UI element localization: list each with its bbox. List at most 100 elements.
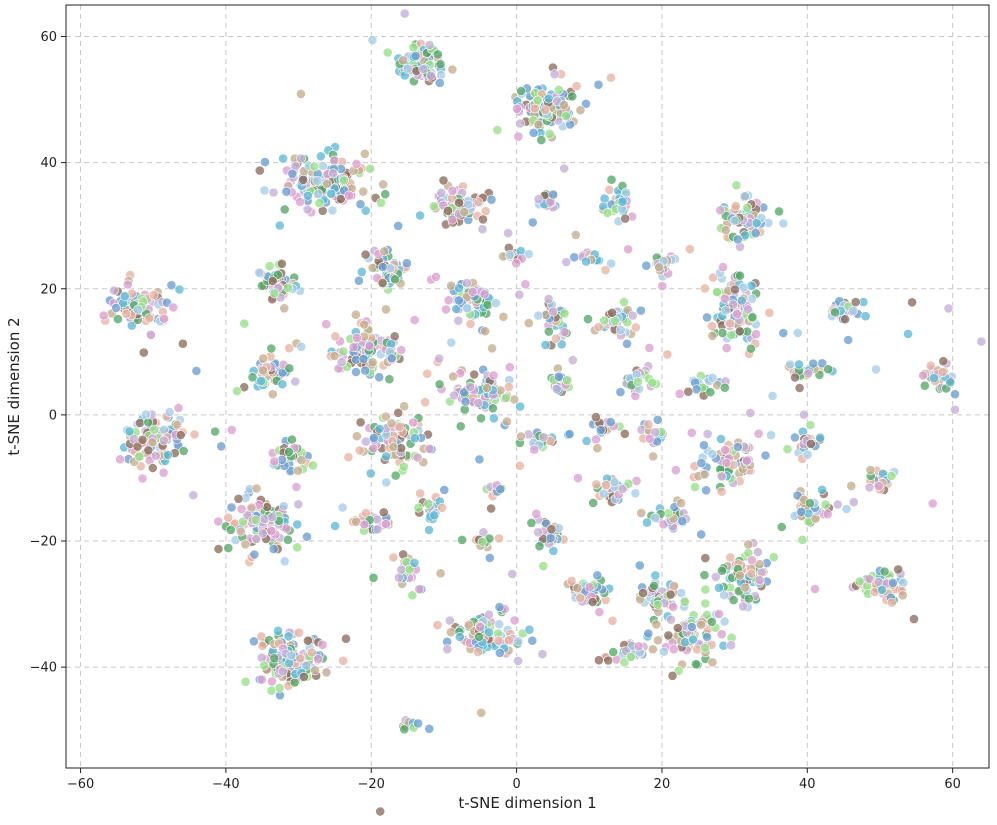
data-point [402, 63, 413, 74]
data-point [398, 461, 409, 472]
data-point [223, 512, 234, 523]
data-point [338, 655, 348, 666]
data-point [830, 307, 840, 318]
data-point [257, 528, 268, 539]
data-point [298, 671, 309, 682]
data-point [512, 103, 522, 114]
data-point [653, 635, 663, 646]
data-point [492, 125, 503, 135]
data-point [567, 355, 578, 365]
data-point [310, 665, 320, 676]
data-point [647, 644, 658, 655]
data-point [504, 635, 514, 645]
data-point [803, 368, 814, 379]
data-point [438, 175, 449, 186]
data-point [494, 648, 505, 658]
data-point [652, 414, 663, 425]
data-point [607, 307, 617, 318]
data-point [259, 185, 270, 196]
data-point [372, 524, 383, 535]
data-point [846, 480, 857, 491]
data-point [738, 282, 749, 293]
data-point [728, 299, 739, 310]
data-point [536, 135, 547, 145]
data-point [487, 343, 497, 354]
data-point [488, 413, 499, 424]
data-point [625, 652, 636, 662]
data-point [822, 509, 833, 519]
data-point [702, 610, 712, 620]
data-point [429, 510, 440, 521]
data-point [636, 305, 646, 316]
data-point [691, 384, 702, 395]
data-point [707, 321, 717, 331]
data-point [122, 279, 133, 290]
data-point [473, 197, 484, 207]
data-point [143, 445, 154, 456]
data-point [729, 215, 740, 226]
data-point [274, 220, 285, 231]
y-tick-label: 40 [40, 156, 57, 171]
data-point [281, 186, 292, 197]
data-point [380, 189, 391, 200]
data-point [442, 644, 453, 655]
data-point [843, 335, 854, 345]
data-point [751, 329, 761, 340]
data-point [302, 531, 312, 542]
data-point [279, 303, 290, 314]
data-point [527, 635, 538, 646]
data-point [444, 615, 455, 626]
data-point [567, 91, 578, 102]
data-point [287, 168, 298, 179]
data-point [337, 502, 348, 513]
data-point [925, 360, 936, 371]
data-point [109, 285, 119, 296]
x-tick-label: 60 [944, 777, 961, 792]
data-point [443, 295, 454, 306]
data-point [240, 539, 251, 550]
data-point [292, 542, 302, 553]
data-point [472, 647, 483, 657]
data-point [746, 343, 756, 354]
data-point [330, 331, 341, 342]
data-point [570, 229, 581, 240]
data-point [581, 98, 591, 109]
data-point [446, 337, 457, 348]
data-point [663, 630, 674, 641]
data-point [134, 451, 145, 462]
data-point [351, 367, 361, 377]
data-point [617, 483, 628, 494]
data-point [283, 631, 294, 642]
data-point [119, 291, 130, 302]
data-point [677, 516, 688, 526]
data-point [714, 582, 724, 593]
data-point [730, 201, 741, 211]
data-point [266, 526, 277, 536]
data-point [232, 386, 242, 396]
data-point [790, 372, 800, 383]
data-point [354, 445, 365, 456]
data-point [295, 89, 306, 99]
data-point [774, 206, 784, 217]
data-point [409, 433, 420, 444]
y-tick-label: −40 [30, 661, 57, 676]
data-point [375, 806, 386, 817]
y-tick-label: 0 [49, 408, 57, 423]
data-point [293, 465, 303, 476]
data-point [113, 314, 123, 324]
data-point [147, 437, 158, 448]
data-point [730, 284, 740, 295]
data-point [943, 303, 954, 314]
data-point [501, 392, 511, 403]
data-point [343, 452, 354, 463]
data-point [115, 454, 125, 465]
data-point [321, 319, 332, 330]
x-tick-label: 0 [512, 777, 520, 792]
data-point [137, 473, 148, 484]
data-point [469, 369, 480, 380]
data-point [679, 597, 690, 607]
data-point [806, 438, 816, 449]
data-point [559, 100, 569, 110]
data-point [549, 69, 560, 80]
